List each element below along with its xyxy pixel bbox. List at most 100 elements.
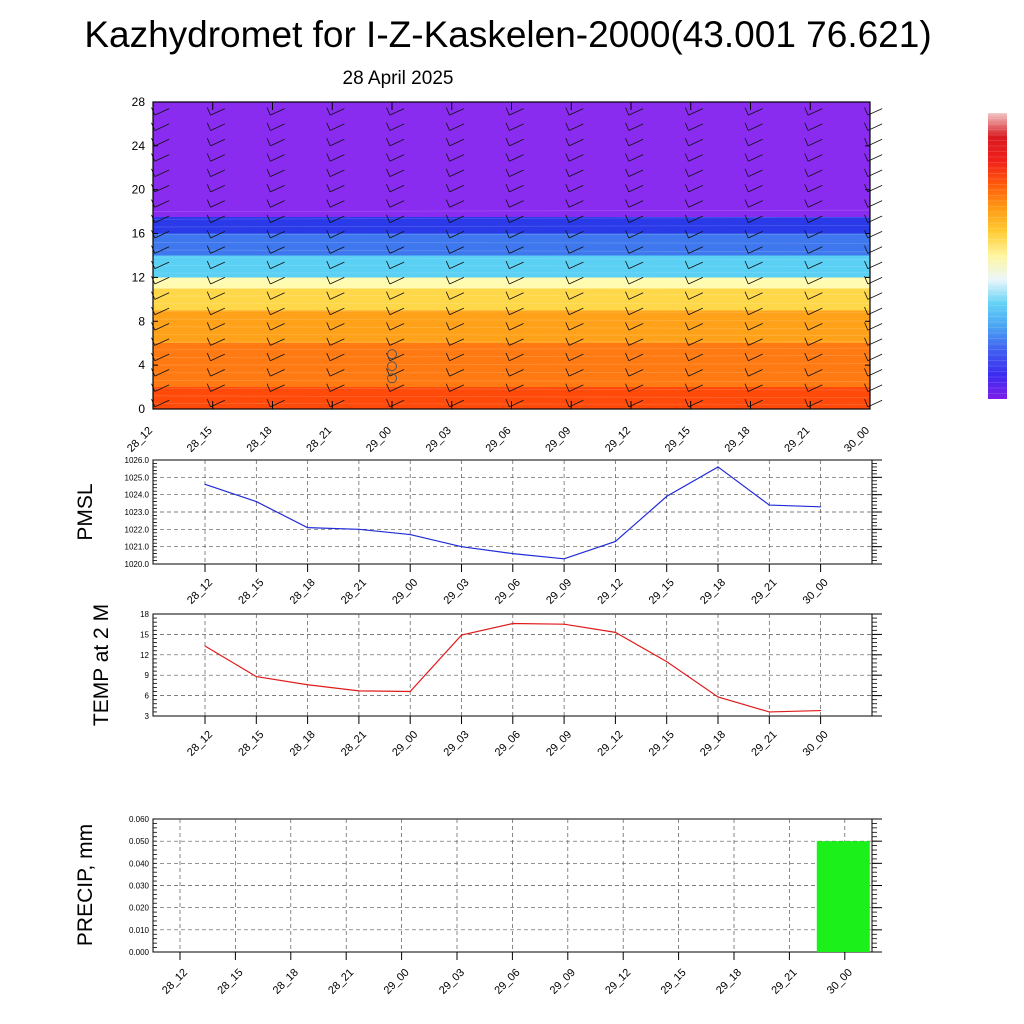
wind-barb [568, 384, 584, 392]
y-tick-label: 3 [145, 712, 150, 721]
y-axis-label: PMSL [74, 483, 97, 540]
wind-barb [688, 169, 704, 177]
wind-barb-flag [326, 138, 331, 147]
y-tick-label: 0.060 [129, 815, 150, 824]
wind-barb-flag [206, 199, 211, 208]
pmsl-panel: 1020.0 1021.0 1022.0 1023.0 1024.0 1025.0 1026… [74, 456, 882, 607]
data-point [358, 528, 360, 530]
wind-barb-flag [565, 245, 570, 254]
wind-barb [210, 384, 226, 392]
calm-circle [387, 373, 397, 384]
wind-barb [748, 277, 763, 285]
x-tick-label: 29_03 [437, 967, 467, 997]
wind-barb [154, 292, 170, 300]
wind-barb [210, 108, 226, 116]
wind-barb-flag [684, 230, 689, 239]
wind-barb-flag [804, 138, 809, 147]
wind-barb-flag [266, 276, 271, 285]
wind-barb [449, 307, 465, 316]
wind-barb [389, 261, 405, 270]
wind-barb-flag [804, 306, 809, 315]
wind-barb [329, 246, 345, 254]
wind-barb [210, 307, 226, 316]
wind-barb-flag [565, 322, 570, 331]
wind-barb-flag [505, 337, 510, 346]
wind-barb [389, 323, 405, 331]
wind-barb-flag [386, 260, 391, 269]
wind-barb-flag [744, 291, 749, 300]
wind-barb-flag [326, 352, 331, 361]
wind-barb-flag [206, 322, 211, 331]
wind-barb-flag [445, 214, 450, 223]
wind-barb [270, 108, 285, 116]
y-tick-label: 1020.0 [125, 560, 150, 569]
wind-barb-flag [206, 337, 211, 346]
wind-barb [509, 200, 524, 208]
contour-line [152, 387, 871, 391]
wind-barb-flag [386, 383, 391, 392]
wind-barb [509, 108, 524, 116]
y-tick-label: 16 [132, 227, 146, 241]
wind-barb-flag [326, 398, 331, 407]
wind-barb-flag [625, 383, 630, 392]
wind-barb [329, 307, 345, 316]
wind-barb-flag [266, 245, 271, 254]
wind-barb [509, 338, 524, 346]
wind-barb [270, 169, 285, 177]
wind-barb [210, 323, 226, 331]
contour-line [152, 395, 871, 399]
wind-barb [329, 261, 345, 270]
x-tick-label: 29_21 [749, 577, 779, 607]
wind-barb [688, 108, 704, 116]
wind-barb [807, 200, 823, 208]
wind-barb [688, 246, 704, 254]
wind-barb-flag [565, 383, 570, 392]
wind-barb-flag [505, 260, 510, 269]
wind-barb-flag [864, 107, 869, 116]
wind-barb-flag [744, 352, 749, 361]
x-tick-label: 29_09 [548, 967, 578, 997]
wind-barb [154, 215, 170, 223]
x-tick-label: 28_21 [304, 425, 334, 455]
wind-barb-flag [266, 168, 271, 177]
wind-barb [807, 246, 823, 254]
wind-barb-flag [864, 199, 869, 208]
wind-barb-flag [445, 398, 450, 407]
wind-barb [628, 184, 644, 193]
wind-barb-flag [625, 245, 630, 254]
wind-barb [628, 369, 644, 377]
y-tick-label: 0.030 [129, 882, 150, 891]
wind-barb [628, 307, 644, 316]
wind-barb [389, 292, 405, 300]
contour-line [152, 286, 871, 289]
wind-barb-flag [864, 352, 869, 361]
wind-barb-flag [565, 107, 570, 116]
x-tick-label: 29_06 [484, 425, 514, 455]
x-tick-label: 29_15 [647, 729, 677, 759]
wind-barb-flag [804, 291, 809, 300]
wind-barb [807, 323, 823, 331]
wind-barb-flag [684, 138, 689, 147]
wind-barb [389, 277, 405, 285]
precip-bar [816, 841, 870, 952]
wind-barb-flag [864, 230, 869, 239]
data-point [255, 675, 257, 678]
wind-barb [628, 384, 644, 392]
y-tick-label: 0.010 [129, 926, 150, 935]
wind-barb [748, 246, 763, 254]
y-tick-label: 9 [145, 671, 150, 680]
wind-barb [449, 261, 465, 270]
wind-barb [154, 246, 170, 254]
wind-barb [628, 200, 644, 208]
wind-barb-flag [684, 337, 689, 346]
wind-barb [688, 307, 704, 316]
heatmap-panel: 0 4 8 12 16 20 24 28 28_12 28_15 28_18 28_21 29_00 29… [125, 95, 883, 455]
wind-barb-flag [445, 138, 450, 147]
wind-barb [389, 369, 405, 377]
wind-barb [688, 277, 704, 285]
y-tick-label: 12 [132, 270, 146, 284]
wind-barb-flag [744, 230, 749, 239]
wind-barb [509, 384, 524, 392]
wind-barb [154, 277, 170, 285]
wind-barb-flag [326, 337, 331, 346]
